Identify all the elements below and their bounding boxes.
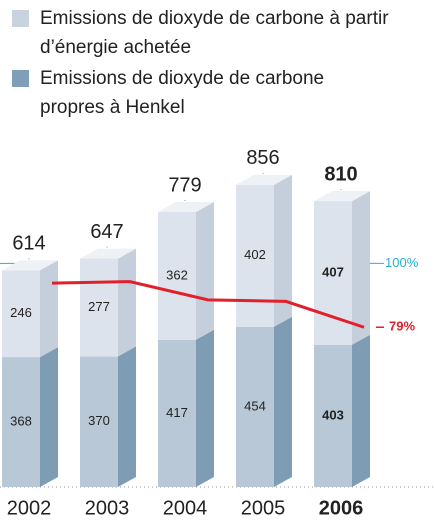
- bar-side: [40, 260, 58, 358]
- bar-segment: [236, 184, 274, 327]
- bar-side: [40, 347, 58, 487]
- value-label: 277: [88, 299, 110, 314]
- bar-segment: [236, 326, 274, 487]
- bar-segment: [80, 258, 118, 357]
- bar-top: [158, 202, 214, 213]
- bar-top: [80, 248, 136, 259]
- legend-swatch: [12, 70, 29, 87]
- value-label: 370: [88, 413, 110, 428]
- bar-segment: [158, 339, 196, 487]
- line-label: 79%: [389, 319, 415, 334]
- x-tick-label: 2005: [241, 497, 286, 519]
- bar-side: [196, 329, 214, 487]
- bar-side: [118, 248, 136, 357]
- legend-label: Emissions de dioxyde de carbone propres …: [40, 68, 325, 118]
- reference-label: 100%: [385, 255, 419, 270]
- legend-label: Emissions de dioxyde de carbone à partir…: [40, 8, 389, 58]
- bar-side: [118, 346, 136, 487]
- value-label: 368: [10, 413, 32, 428]
- value-label: 246: [10, 305, 32, 320]
- value-label: 454: [244, 398, 266, 413]
- x-tick-label: 2004: [163, 497, 208, 519]
- bar-side: [196, 202, 214, 340]
- bar-segment: [2, 270, 40, 358]
- line: [51, 280, 365, 329]
- total-label: 614: [12, 233, 45, 255]
- bar-top: [236, 174, 292, 185]
- value-label: 417: [166, 405, 188, 420]
- total-label: 810: [324, 163, 357, 185]
- bar-top: [314, 191, 370, 202]
- bar-segment: [80, 356, 118, 487]
- bar-segment: [314, 344, 352, 487]
- bar-segment: [158, 212, 196, 340]
- bar-side: [274, 316, 292, 487]
- total-label: 779: [168, 174, 201, 196]
- value-label: 403: [322, 407, 344, 422]
- value-label: 402: [244, 247, 266, 262]
- bar-segment: [2, 357, 40, 487]
- bar-side: [352, 334, 370, 487]
- x-tick-label: 2002: [7, 497, 52, 519]
- bar-side: [352, 191, 370, 345]
- legend-swatch: [12, 10, 29, 27]
- total-label: 647: [90, 221, 123, 243]
- value-label: 362: [166, 267, 188, 282]
- bar-side: [274, 174, 292, 327]
- total-label: 856: [246, 147, 279, 169]
- x-tick-label: 2003: [85, 497, 130, 519]
- value-label: 407: [322, 264, 344, 279]
- bar-top: [2, 260, 58, 271]
- x-tick-label: 2006: [319, 497, 364, 519]
